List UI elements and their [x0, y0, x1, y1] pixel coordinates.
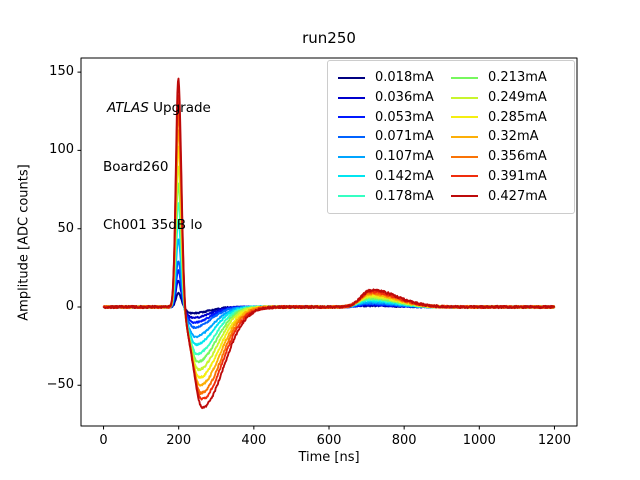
- annotation-line-1: ATLAS Upgrade: [103, 99, 211, 119]
- legend-line-swatch: [451, 155, 478, 158]
- y-tick-label: 150: [49, 64, 74, 80]
- x-tick-label: 400: [241, 433, 267, 448]
- legend-label: 0.356mA: [488, 149, 547, 165]
- legend-item: 0.142mA: [338, 167, 451, 187]
- legend-label: 0.018mA: [375, 70, 434, 86]
- x-tick-label: 200: [166, 433, 192, 448]
- legend-item: 0.178mA: [338, 186, 451, 206]
- y-axis-label: Amplitude [ADC counts]: [16, 164, 32, 321]
- annotation-board-text: Board260: [103, 158, 169, 175]
- legend-label: 0.285mA: [488, 109, 547, 125]
- legend-line-swatch: [451, 195, 478, 198]
- annotation-atlas-text: ATLAS: [107, 100, 149, 116]
- legend-line-swatch: [451, 96, 478, 99]
- legend-label: 0.053mA: [375, 109, 434, 125]
- legend-label: 0.036mA: [375, 90, 434, 106]
- legend-item: 0.053mA: [338, 107, 451, 127]
- y-tick-label: 0: [65, 298, 74, 314]
- x-tick-label: 1200: [537, 433, 571, 448]
- legend-line-swatch: [338, 155, 365, 158]
- legend-line-swatch: [338, 135, 365, 138]
- legend-item: 0.356mA: [451, 147, 564, 167]
- legend-item: 0.427mA: [451, 186, 564, 206]
- chart-title: run250: [302, 29, 356, 47]
- plot-annotation: ATLAS Upgrade Board260 Ch001 35dB lo: [103, 60, 211, 275]
- legend-label: 0.142mA: [375, 168, 434, 184]
- legend-line-swatch: [451, 76, 478, 79]
- legend-line-swatch: [451, 135, 478, 138]
- legend-line-swatch: [451, 175, 478, 178]
- legend-item: 0.249mA: [451, 88, 564, 108]
- x-tick-label: 1000: [462, 433, 496, 448]
- legend-label: 0.391mA: [488, 168, 547, 184]
- legend-line-swatch: [338, 96, 365, 99]
- legend-item: 0.018mA: [338, 68, 451, 88]
- legend-item: 0.391mA: [451, 167, 564, 187]
- y-tick-label: 100: [49, 142, 74, 158]
- legend-item: 0.071mA: [338, 127, 451, 147]
- legend-label: 0.427mA: [488, 188, 547, 204]
- legend-line-swatch: [338, 116, 365, 119]
- legend-label: 0.178mA: [375, 188, 434, 204]
- legend: 0.018mA 0.036mA 0.053mA 0.071mA 0.107mA 0.142…: [327, 60, 575, 214]
- x-axis-label: Time [ns]: [298, 450, 360, 465]
- legend-line-swatch: [338, 195, 365, 198]
- legend-label: 0.071mA: [375, 129, 434, 145]
- x-tick-label: 0: [99, 433, 108, 448]
- legend-item: 0.107mA: [338, 147, 451, 167]
- annotation-upgrade-text: Upgrade: [148, 100, 211, 116]
- legend-line-swatch: [338, 175, 365, 178]
- legend-label: 0.107mA: [375, 149, 434, 165]
- x-tick-label: 800: [391, 433, 417, 448]
- legend-line-swatch: [338, 76, 365, 79]
- legend-label: 0.32mA: [488, 129, 539, 145]
- y-tick-label: −50: [46, 377, 74, 393]
- legend-item: 0.285mA: [451, 107, 564, 127]
- annotation-channel-text: Ch001 35dB lo: [103, 217, 203, 233]
- legend-item: 0.32mA: [451, 127, 564, 147]
- y-tick-label: 50: [57, 220, 74, 236]
- legend-line-swatch: [451, 116, 478, 119]
- legend-item: 0.213mA: [451, 68, 564, 88]
- legend-label: 0.249mA: [488, 90, 547, 106]
- x-tick-label: 600: [316, 433, 342, 448]
- legend-item: 0.036mA: [338, 88, 451, 108]
- legend-label: 0.213mA: [488, 70, 547, 86]
